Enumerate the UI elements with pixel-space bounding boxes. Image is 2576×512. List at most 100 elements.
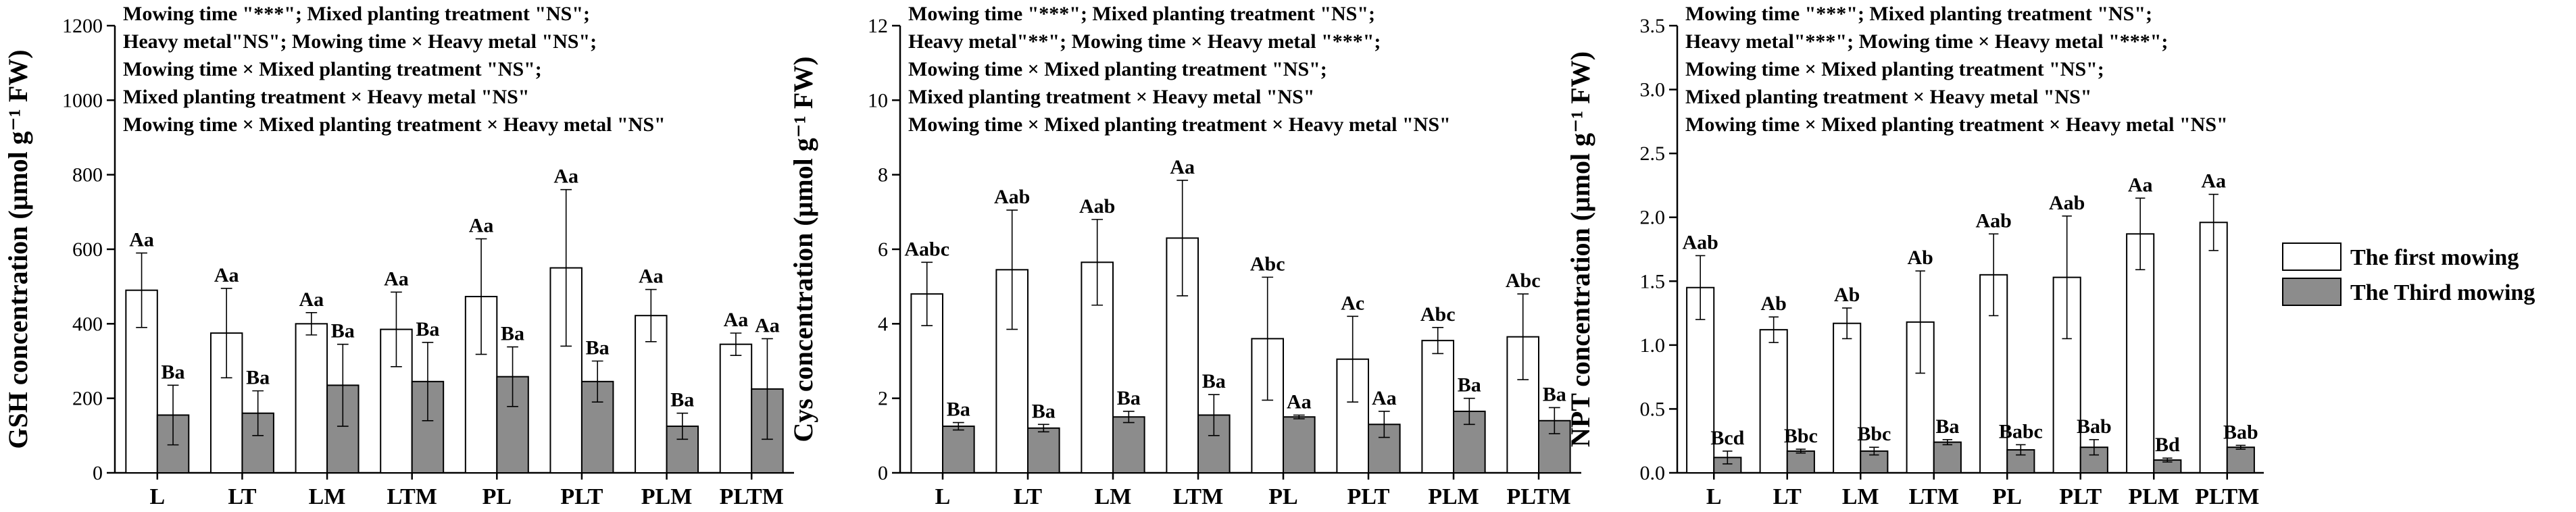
- chart-panel-1: 0 200 400 600 800 1000 1200 GSH concentration (…: [3, 3, 794, 509]
- significance-label: Bcd: [1710, 427, 1744, 449]
- bar-third-mowing: [1027, 427, 1060, 473]
- significance-label: Aa: [129, 229, 154, 251]
- significance-label: Aabc: [904, 238, 949, 260]
- significance-label: Ba: [246, 367, 270, 389]
- significance-label: Ba: [501, 323, 524, 345]
- significance-label: Aab: [1682, 231, 1718, 253]
- x-tick-label: PL: [482, 484, 512, 509]
- significance-label: Aa: [469, 215, 494, 237]
- x-tick-label: PLTM: [720, 484, 784, 509]
- stats-annotation: Mowing time × Mixed planting treatment "…: [908, 58, 1327, 80]
- y-tick-label: 0.0: [1640, 462, 1666, 484]
- bar-third-mowing: [241, 412, 274, 474]
- legend-swatch: [2282, 278, 2342, 306]
- y-tick-label: 6: [878, 238, 888, 261]
- stats-annotation: Heavy metal"NS"; Mowing time × Heavy met…: [123, 30, 597, 53]
- significance-label: Ab: [1907, 247, 1933, 269]
- y-tick-label: 600: [72, 238, 103, 261]
- bar-third-mowing: [1283, 416, 1316, 473]
- bar-third-mowing: [580, 380, 614, 474]
- chart-panel-2: 0 2 4 6 8 10 12 Cys concentration (μmol g⁻¹ FW)…: [788, 3, 1581, 509]
- bar-first-mowing: [2126, 233, 2155, 473]
- y-tick-label: 0.5: [1640, 398, 1666, 420]
- x-tick-label: PLT: [2059, 484, 2102, 509]
- stats-annotation: Mowing time × Mixed planting treatment ×…: [1685, 113, 2228, 136]
- significance-label: Aa: [299, 288, 324, 311]
- significance-label: Aa: [2128, 174, 2153, 196]
- x-tick-label: PLT: [560, 484, 603, 509]
- y-tick-label: 12: [868, 15, 888, 37]
- significance-label: Aab: [1975, 209, 2011, 232]
- legend: The first mowing The Third mowing: [2282, 242, 2535, 306]
- significance-label: Ab: [1760, 292, 1786, 315]
- x-tick-label: PL: [1268, 484, 1297, 509]
- stats-annotation: Mowing time × Mixed planting treatment "…: [123, 58, 542, 80]
- x-tick-label: PLTM: [2195, 484, 2259, 509]
- y-tick-label: 800: [72, 164, 103, 186]
- bar-third-mowing: [1786, 450, 1815, 473]
- significance-label: Aa: [553, 165, 578, 188]
- y-tick-label: 10: [868, 89, 888, 111]
- y-tick-label: 0: [878, 462, 888, 484]
- significance-label: Ba: [1032, 400, 1056, 422]
- significance-label: Ba: [947, 399, 970, 421]
- y-tick-label: 8: [878, 164, 888, 186]
- legend-label: The Third mowing: [2350, 280, 2535, 305]
- stats-annotation: Mixed planting treatment × Heavy metal "…: [123, 86, 529, 108]
- stats-annotation: Mixed planting treatment × Heavy metal "…: [1685, 86, 2091, 108]
- bar-first-mowing: [719, 343, 753, 473]
- significance-label: Aab: [1079, 195, 1115, 217]
- legend-swatch: [2282, 242, 2342, 271]
- bar-third-mowing: [942, 426, 975, 474]
- significance-label: Bbc: [1784, 425, 1818, 447]
- stats-annotation: Heavy metal"***"; Mowing time × Heavy me…: [1685, 30, 2168, 53]
- x-tick-label: PLM: [641, 484, 693, 509]
- significance-label: Abc: [1250, 253, 1285, 275]
- x-tick-label: LTM: [1909, 484, 1959, 509]
- significance-label: Aa: [1287, 390, 1312, 413]
- x-tick-label: LT: [228, 484, 257, 509]
- bar-third-mowing: [1933, 441, 1962, 473]
- significance-label: Ba: [1202, 370, 1226, 392]
- x-tick-label: LT: [1773, 484, 1802, 509]
- y-tick-label: 1.0: [1640, 334, 1666, 357]
- stats-annotation: Mixed planting treatment × Heavy metal "…: [908, 86, 1314, 108]
- significance-label: Aa: [639, 265, 664, 288]
- y-tick-label: 400: [72, 313, 103, 335]
- x-tick-label: LM: [1095, 484, 1132, 509]
- legend-label: The first mowing: [2350, 245, 2519, 270]
- y-tick-label: 3.5: [1640, 15, 1666, 37]
- y-axis-label: NPT concentration (μmol g⁻¹ FW): [1565, 51, 1595, 447]
- significance-label: Ba: [162, 361, 185, 383]
- significance-label: Ba: [586, 337, 610, 359]
- x-tick-label: LM: [309, 484, 346, 509]
- x-tick-label: PLM: [1428, 484, 1479, 509]
- significance-label: Aa: [724, 309, 749, 331]
- x-tick-label: PLT: [1347, 484, 1389, 509]
- bar-first-mowing: [1833, 322, 1862, 473]
- y-tick-label: 3.0: [1640, 79, 1666, 101]
- significance-label: Aab: [994, 186, 1030, 208]
- y-tick-label: 4: [878, 313, 888, 335]
- y-tick-label: 200: [72, 388, 103, 410]
- bar-third-mowing: [2226, 446, 2255, 474]
- y-axis-label: GSH concentration (μmol g⁻¹ FW): [3, 49, 33, 449]
- significance-label: Abc: [1506, 270, 1541, 292]
- y-tick-label: 2.5: [1640, 143, 1666, 165]
- stats-annotation: Mowing time × Mixed planting treatment ×…: [123, 113, 666, 136]
- x-tick-label: L: [1706, 484, 1722, 509]
- y-tick-label: 1000: [62, 89, 103, 111]
- significance-label: Bab: [2223, 421, 2258, 443]
- significance-label: Ba: [1935, 415, 1959, 438]
- significance-label: Abc: [1420, 303, 1456, 326]
- significance-label: Aa: [1372, 387, 1397, 409]
- chart-panel-3: 0.0 0.5 1.0 1.5 2.0 2.5 3.0 3.5 NPT concentratio…: [1565, 3, 2264, 509]
- x-tick-label: LM: [1842, 484, 1879, 509]
- y-tick-label: 2.0: [1640, 207, 1666, 229]
- y-axis-label: Cys concentration (μmol g⁻¹ FW): [788, 56, 818, 442]
- significance-label: Aab: [2049, 192, 2085, 214]
- significance-label: Ba: [1543, 383, 1566, 405]
- significance-label: Aa: [214, 264, 239, 286]
- significance-label: Ba: [670, 389, 694, 411]
